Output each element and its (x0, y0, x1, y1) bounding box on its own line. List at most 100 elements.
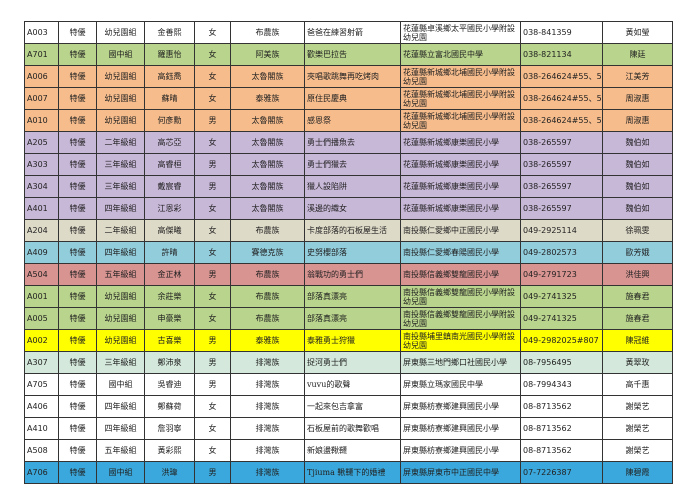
tribe: 泰雅族 (230, 329, 305, 352)
teacher-name: 黃翠玫 (602, 351, 673, 374)
student-name: 高芯亞 (144, 131, 195, 154)
artwork-title: 翁戰功的勇士們 (304, 263, 401, 286)
tribe: 太魯閣族 (230, 153, 305, 176)
teacher-name: 黃如瑩 (602, 21, 673, 44)
entry-code: A005 (24, 307, 59, 330)
grade-group: 國中組 (96, 373, 145, 396)
gender: 女 (194, 87, 231, 110)
grade-group: 四年級組 (96, 197, 145, 220)
teacher-name: 魏伯如 (602, 153, 673, 176)
student-name: 洪瑋 (144, 461, 195, 484)
teacher-name: 周淑惠 (602, 87, 673, 110)
student-name: 高睿桓 (144, 153, 195, 176)
school-name: 花蓮縣立富北國民中學 (400, 43, 521, 66)
grade-group: 幼兒園組 (96, 329, 145, 352)
school-name: 花蓮縣新城鄉康樂國民小學 (400, 175, 521, 198)
table-row: A508 特優 五年級組 黃彩熙女排灣族 新娘盪鞦韆 屏東縣枋寮鄉建興國民小學 08-871… (24, 439, 673, 462)
teacher-name: 歐芳娥 (602, 241, 673, 264)
table-row: A307 特優 三年級組 鄭沛泉男排灣族 捉河勇士們 屏東縣三地門鄉口社國民小學 08-79… (24, 351, 673, 374)
school-name: 屏東縣枋寮鄉建興國民小學 (400, 417, 521, 440)
tribe: 太魯閣族 (230, 197, 305, 220)
grade-group: 幼兒園組 (96, 307, 145, 330)
teacher-name: 江美芳 (602, 65, 673, 88)
gender: 女 (194, 439, 231, 462)
school-name: 南投縣信義鄉雙龍國民小學附設幼兒園 (400, 285, 521, 308)
award-rank: 特優 (58, 307, 97, 330)
entry-code: A406 (24, 395, 59, 418)
gender: 男 (194, 373, 231, 396)
phone-number: 038-821134 (520, 43, 603, 66)
artwork-title: 史努櫻部落 (304, 241, 401, 264)
entry-code: A001 (24, 285, 59, 308)
award-rank: 特優 (58, 87, 97, 110)
grade-group: 四年級組 (96, 395, 145, 418)
gender: 女 (194, 219, 231, 242)
school-name: 屏東縣枋寮鄉建興國民小學 (400, 439, 521, 462)
student-name: 高傑曦 (144, 219, 195, 242)
table-row: A006 特優 幼兒園組 高鈺喬女太魯閣族 夾唱歌跳舞再吃烤肉 花蓮縣新城鄉北埔國民小學附… (24, 65, 673, 88)
teacher-name: 謝榮艺 (602, 439, 673, 462)
entry-code: A010 (24, 109, 59, 132)
award-rank: 特優 (58, 461, 97, 484)
artwork-title: vuvu的歌聲 (304, 373, 401, 396)
artwork-title: 卡度部落的石板屋生活 (304, 219, 401, 242)
entry-code: A508 (24, 439, 59, 462)
artwork-title: 歡樂巴拉告 (304, 43, 401, 66)
award-rank: 特優 (58, 439, 97, 462)
phone-number: 08-8713562 (520, 395, 603, 418)
award-rank: 特優 (58, 197, 97, 220)
tribe: 泰雅族 (230, 87, 305, 110)
grade-group: 五年級組 (96, 439, 145, 462)
grade-group: 幼兒園組 (96, 87, 145, 110)
gender: 女 (194, 21, 231, 44)
tribe: 排灣族 (230, 461, 305, 484)
award-rank: 特優 (58, 351, 97, 374)
tribe: 排灣族 (230, 351, 305, 374)
table-row: A003 特優 幼兒園組 金善熙女布農族 爸爸在練習射箭 花蓮縣卓溪鄉太平國民小學附設幼兒… (24, 21, 673, 44)
school-name: 南投縣信義鄉雙龍國民小學 (400, 263, 521, 286)
school-name: 花蓮縣新城鄉康樂國民小學 (400, 131, 521, 154)
table-row: A205 特優 二年級組 高芯亞女太魯閣族 勇士們播魚去 花蓮縣新城鄉康樂國民小學 038-… (24, 131, 673, 154)
entry-code: A303 (24, 153, 59, 176)
award-rank: 特優 (58, 65, 97, 88)
table-row: A005 特優 幼兒園組 申豪樂女布農族 部落真漂亮 南投縣信義鄉雙龍國民小學附設幼兒園 0… (24, 307, 673, 330)
table-row: A010 特優 幼兒園組 何彥勳男太魯閣族 感恩祭 花蓮縣新城鄉北埔國民小學附設幼兒園 03… (24, 109, 673, 132)
table-row: A410 特優 四年級組 詹羽寧女排灣族 石板屋前的歌舞歡唱 屏東縣枋寮鄉建興國民小學 08… (24, 417, 673, 440)
school-name: 花蓮縣新城鄉北埔國民小學附設幼兒園 (400, 65, 521, 88)
entry-code: A002 (24, 329, 59, 352)
grade-group: 幼兒園組 (96, 65, 145, 88)
student-name: 蘇晴 (144, 87, 195, 110)
award-rank: 特優 (58, 109, 97, 132)
school-name: 花蓮縣新城鄉北埔國民小學附設幼兒園 (400, 87, 521, 110)
student-name: 金正林 (144, 263, 195, 286)
phone-number: 038-841359 (520, 21, 603, 44)
tribe: 布農族 (230, 263, 305, 286)
table-row: A409 特優 四年級組 許晴女賽德克族 史努櫻部落 南投縣仁愛鄉春陽國民小學 049-28… (24, 241, 673, 264)
award-rank: 特優 (58, 285, 97, 308)
award-rank: 特優 (58, 175, 97, 198)
artwork-title: 一起來包吉拿富 (304, 395, 401, 418)
gender: 女 (194, 307, 231, 330)
phone-number: 049-2741325 (520, 307, 603, 330)
award-list-sheet: A003 特優 幼兒園組 金善熙女布農族 爸爸在練習射箭 花蓮縣卓溪鄉太平國民小學附設幼兒… (24, 21, 673, 484)
tribe: 阿美族 (230, 43, 305, 66)
phone-number: 07-7226387 (520, 461, 603, 484)
tribe: 排灣族 (230, 373, 305, 396)
teacher-name: 高千惠 (602, 373, 673, 396)
school-name: 花蓮縣新城鄉北埔國民小學附設幼兒園 (400, 109, 521, 132)
award-rank: 特優 (58, 241, 97, 264)
teacher-name: 施春君 (602, 285, 673, 308)
tribe: 排灣族 (230, 439, 305, 462)
entry-code: A205 (24, 131, 59, 154)
gender: 女 (194, 197, 231, 220)
artwork-title: 勇士們播魚去 (304, 131, 401, 154)
tribe: 排灣族 (230, 395, 305, 418)
school-name: 屏東縣枋寮鄉建興國民小學 (400, 395, 521, 418)
teacher-name: 洪佳興 (602, 263, 673, 286)
entry-code: A307 (24, 351, 59, 374)
artwork-title: 夾唱歌跳舞再吃烤肉 (304, 65, 401, 88)
gender: 女 (194, 395, 231, 418)
tribe: 布農族 (230, 219, 305, 242)
teacher-name: 陳廷 (602, 43, 673, 66)
gender: 男 (194, 329, 231, 352)
